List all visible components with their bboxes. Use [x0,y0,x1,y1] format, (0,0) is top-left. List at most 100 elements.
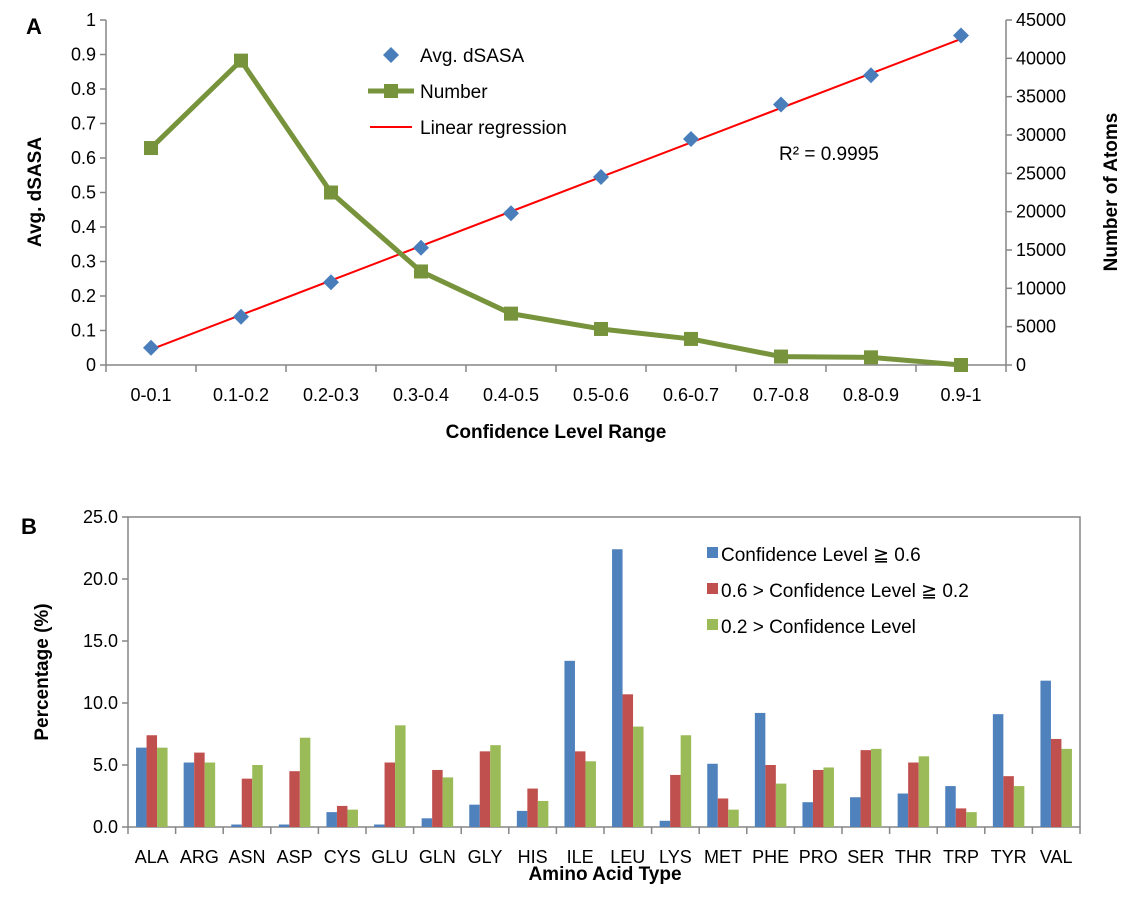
panel-a-xtick-label: 0.6-0.7 [663,385,719,405]
bar-high [469,804,480,827]
bar-mid [336,805,348,827]
panel-b-plot [127,516,1081,828]
bar-high [850,797,861,827]
panel-a-xtick-label: 0.7-0.8 [753,385,809,405]
panel-a-y2tick-label: 10000 [1016,278,1066,298]
bar-high [945,786,956,827]
dsasa-point [503,205,519,222]
bar-low [442,777,454,827]
panel-b-xtick-label: ASP [277,847,313,867]
bar-mid [765,765,776,827]
legend-high-label: Confidence Level ≧ 0.6 [721,545,921,566]
panel-b-xtick-label: THR [895,847,932,867]
dsasa-point [953,27,969,44]
number-series-line [149,58,962,368]
panel-a-ytick-label: 0.9 [71,45,96,65]
bar-high [183,762,195,827]
panel-a-x-axis-label: Confidence Level Range [446,422,667,443]
dsasa-point [863,67,879,84]
bar-low [728,809,739,827]
bar-mid [622,694,634,827]
panel-b-ytick-label: 10.0 [83,693,118,713]
bar-high [659,820,671,827]
number-point [324,185,338,200]
number-point [234,53,248,68]
panel-b-xtick-label: GLN [419,847,456,867]
panel-a-y2tick-label: 20000 [1016,202,1066,222]
bar-high [564,660,575,827]
panel-b-ytick-label: 15.0 [83,631,118,651]
bar-low [299,737,311,827]
panel-a-y2-axis-label: Number of Atoms [1101,113,1121,272]
bar-low [1013,786,1025,827]
panel-b-xtick-label: GLY [468,847,503,867]
dsasa-point [143,339,159,356]
bar-mid [527,788,538,827]
panel-a-y2tick-label: 0 [1016,355,1026,375]
panel-a-ytick-label: 0.8 [71,79,96,99]
legend-low-swatch [707,619,718,630]
bar-low [918,756,930,827]
panel-b-y-axis-label: Percentage (%) [32,603,53,740]
legend-low-label: 0.2 > Confidence Level [721,617,916,638]
bar-low [680,735,692,827]
bar-mid [1050,738,1062,827]
bar-high [754,712,766,827]
panel-b-ytick-label: 0.0 [93,817,118,837]
bar-mid [384,762,396,827]
bar-mid [860,750,872,827]
bar-low [775,783,787,827]
legend-number-label: Number [420,82,488,103]
panel-b-xtick-label: ASN [228,847,265,867]
bar-mid [289,771,300,827]
bar-low [490,745,501,827]
bar-mid [432,769,443,827]
bar-mid [812,769,824,827]
legend-dsasa-label: Avg. dSASA [420,46,525,67]
panel-b-xtick-label: SER [847,847,884,867]
legend-mid-label: 0.6 > Confidence Level ≧ 0.2 [721,581,969,602]
bar-mid [194,752,205,827]
number-point [864,350,878,365]
legend-mid-swatch [707,583,718,594]
panel-a-y-axis-label: Avg. dSASA [25,137,46,247]
panel-a-ytick-label: 0 [86,355,96,375]
panel-a-xtick-label: 0.1-0.2 [213,385,269,405]
panel-a-ytick-label: 0.2 [71,286,96,306]
panel-a-ytick-label: 0.5 [71,183,96,203]
panel-b-label: B [21,514,37,539]
number-point [144,141,158,156]
legend-number-marker [384,84,398,98]
panel-a-xtick-label: 0.9-1 [940,385,981,405]
dsasa-point [323,274,339,291]
bar-low [871,748,882,827]
panel-b-xtick-label: GLU [371,847,408,867]
panel-a-label: A [26,14,42,39]
bar-low [823,767,834,827]
panel-b-xtick-label: ILE [567,847,594,867]
bar-high [802,802,813,827]
panel-b-x-axis-label: Amino Acid Type [528,864,681,885]
panel-a-y2tick-label: 5000 [1016,317,1056,337]
legend-high-swatch [707,547,718,558]
bar-mid [241,778,253,827]
bar-high [707,763,718,827]
bar-low [395,725,406,827]
bar-low [204,762,216,827]
panel-a-ytick-label: 0.4 [71,217,96,237]
bar-high [136,747,147,827]
bar-low [966,812,977,827]
dsasa-point [683,131,699,148]
number-point [954,358,968,372]
panel-b-ytick-label: 25.0 [83,507,118,527]
panel-a-xtick-label: 0.2-0.3 [303,385,359,405]
panel-b-ytick-label: 5.0 [93,755,118,775]
panel-a-y2tick-label: 35000 [1016,87,1066,107]
legend-regression-label: Linear regression [420,118,567,139]
bar-mid [908,762,919,827]
number-point [774,349,788,364]
bar-high [374,824,385,827]
panel-b-xtick-label: ALA [135,847,169,867]
number-point [684,331,698,346]
bar-high [278,824,290,827]
